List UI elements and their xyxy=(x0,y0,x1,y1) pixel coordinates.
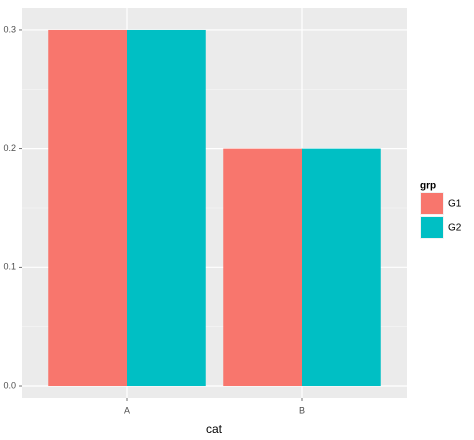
y-tick-label: 0.1 xyxy=(3,262,16,272)
y-tick-label: 0.0 xyxy=(3,380,16,390)
legend-swatch xyxy=(421,217,443,238)
y-tick-label: 0.2 xyxy=(3,143,16,153)
legend-label: G2 xyxy=(448,223,462,234)
legend-title: grp xyxy=(420,181,436,192)
legend-swatch xyxy=(421,193,443,214)
bar xyxy=(48,29,127,387)
bars xyxy=(48,29,381,387)
legend-label: G1 xyxy=(448,199,462,210)
x-axis-title: cat xyxy=(206,422,223,436)
bar xyxy=(302,148,381,387)
bar xyxy=(223,148,302,387)
x-tick-label: A xyxy=(124,405,130,415)
x-tick-label: B xyxy=(299,405,305,415)
bar xyxy=(127,29,206,387)
y-tick-label: 0.3 xyxy=(3,24,16,34)
